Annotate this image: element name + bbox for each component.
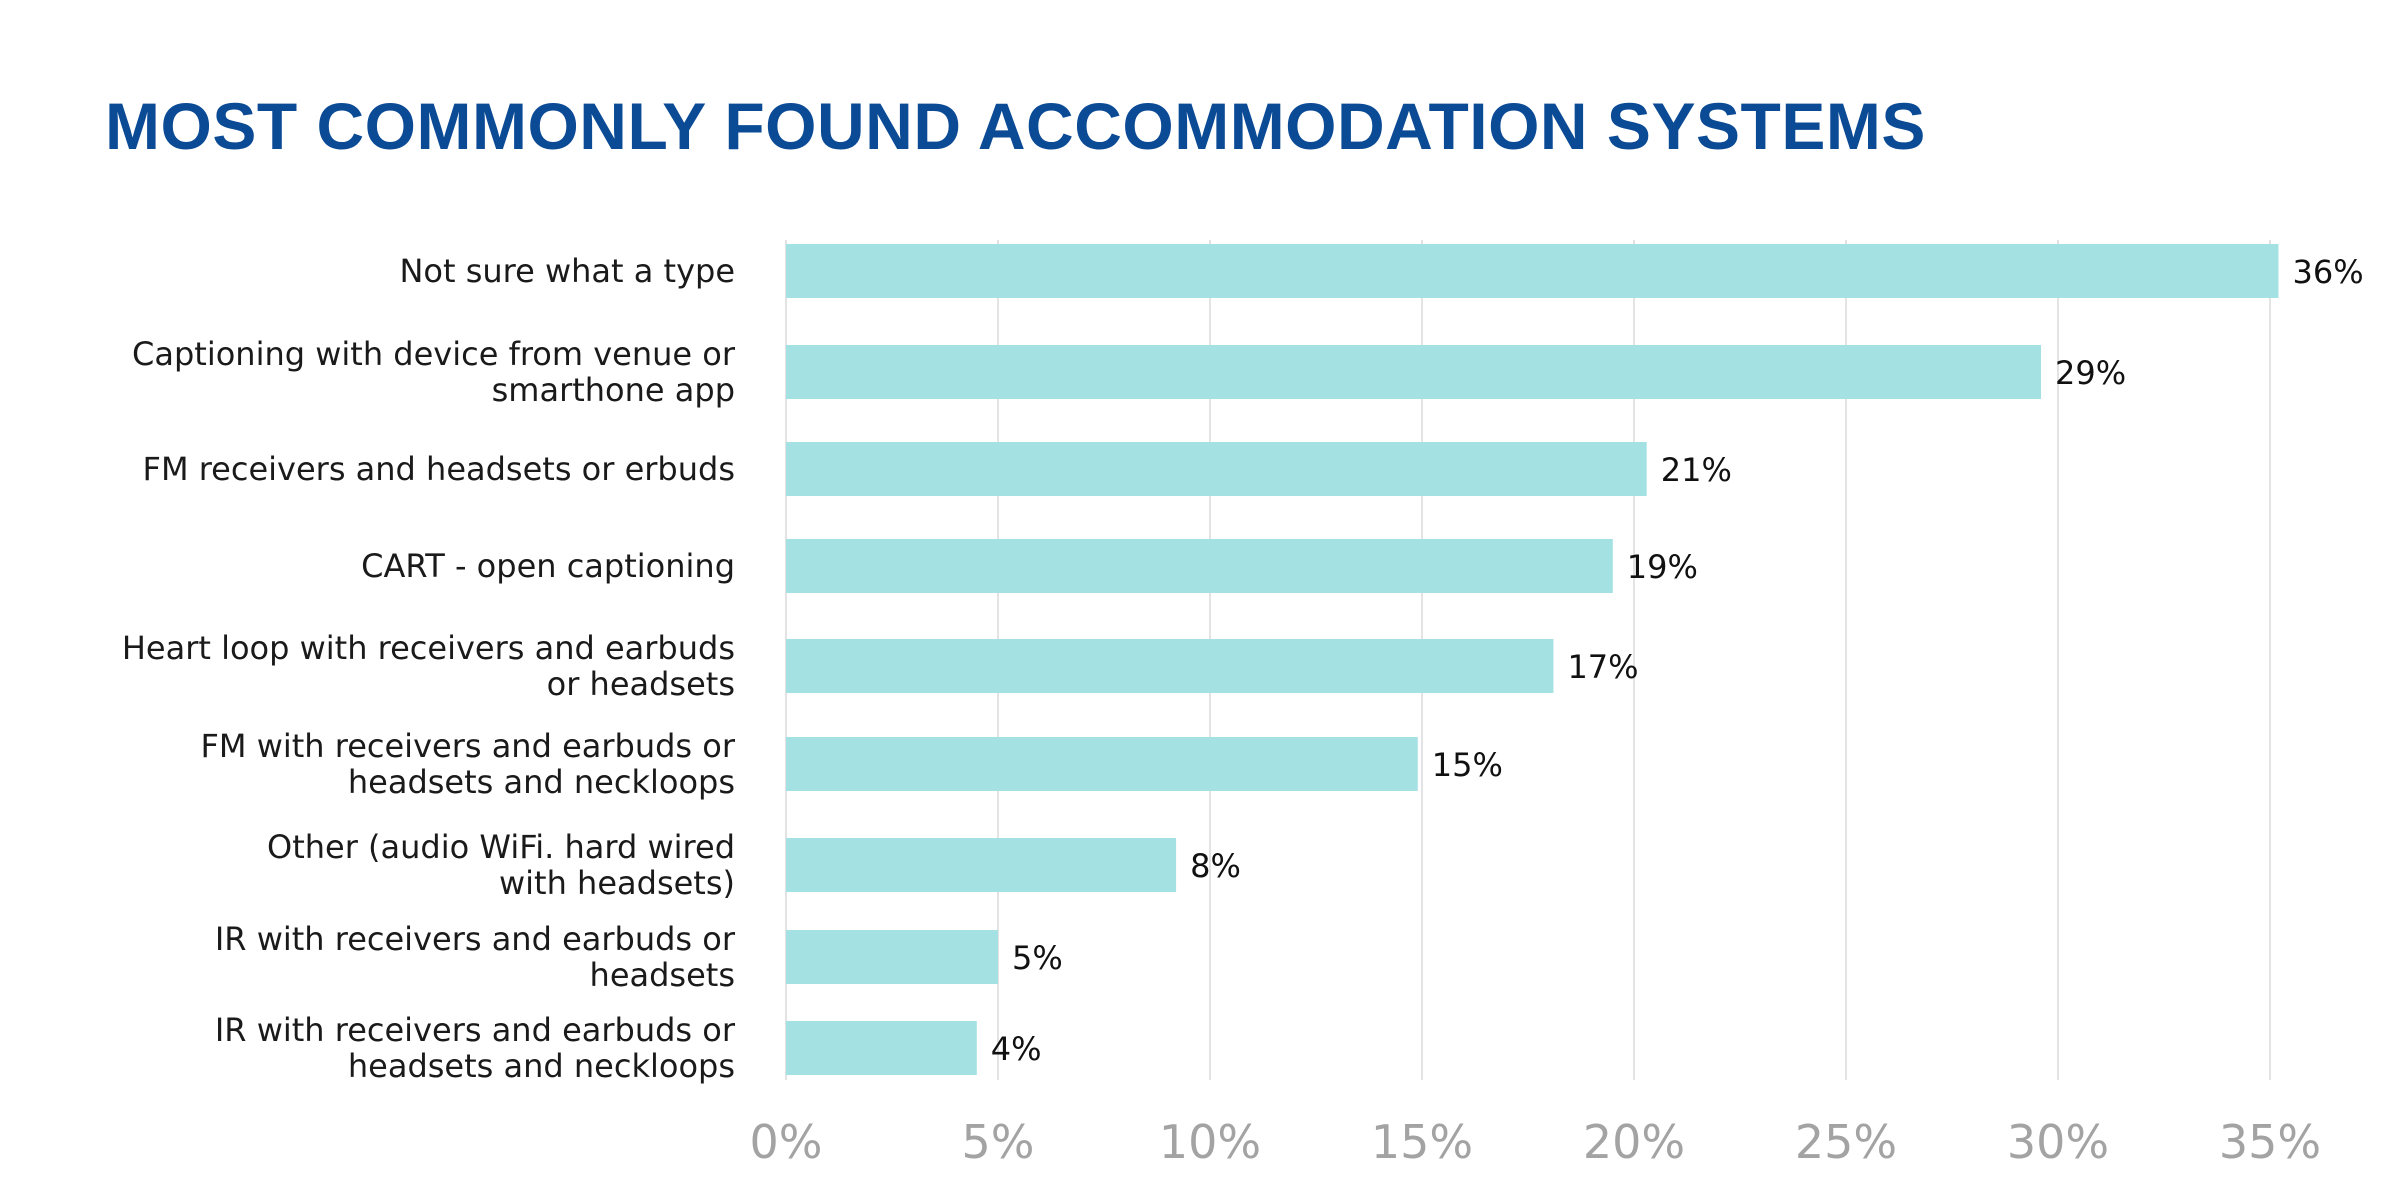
x-tick-label: 20% (1583, 1115, 1685, 1169)
x-axis-ticks: 0% 5% 10% 15% 20% 25% 30% 35% (750, 1115, 2322, 1169)
bar (786, 345, 2042, 399)
bar (786, 1021, 977, 1075)
bar (786, 539, 1613, 593)
bar (786, 442, 1647, 496)
bar (786, 244, 2279, 298)
x-tick-label: 15% (1371, 1115, 1473, 1169)
bar (786, 639, 1554, 693)
data-label: 36% (2292, 253, 2363, 291)
category-label: FM with receivers and earbuds or headsets… (201, 727, 736, 801)
x-tick-label: 10% (1159, 1115, 1261, 1169)
data-label: 21% (1661, 451, 1732, 489)
category-label: IR with receivers and earbuds or headsets… (215, 1011, 736, 1085)
category-label: Not sure what a type (399, 252, 735, 290)
data-label: 19% (1627, 548, 1698, 586)
data-label: 29% (2055, 354, 2126, 392)
x-tick-label: 0% (750, 1115, 823, 1169)
chart-title: MOST COMMONLY FOUND ACCOMMODATION SYSTEM… (105, 89, 1926, 163)
category-label: Heart loop with receivers and earbuds or … (122, 629, 735, 703)
x-tick-label: 25% (1795, 1115, 1897, 1169)
bar (786, 737, 1418, 791)
data-label: 8% (1190, 847, 1241, 885)
bar (786, 930, 998, 984)
bars (786, 244, 2279, 1075)
data-label: 5% (1012, 939, 1063, 977)
data-label: 4% (991, 1030, 1042, 1068)
value-labels: 36% 29% 21% 19% 17% 15% 8% 5% 4% (991, 253, 2364, 1068)
data-label: 17% (1567, 648, 1638, 686)
category-label: IR with receivers and earbuds or headsets (215, 920, 736, 994)
x-tick-label: 5% (962, 1115, 1035, 1169)
bar (786, 838, 1177, 892)
category-label: Other (audio WiFi. hard wired with headse… (267, 828, 735, 902)
category-label: FM receivers and headsets or erbuds (143, 450, 735, 488)
x-tick-label: 30% (2007, 1115, 2109, 1169)
category-label: Captioning with device from venue or smar… (132, 335, 736, 409)
category-label: CART - open captioning (361, 547, 735, 585)
x-tick-label: 35% (2219, 1115, 2321, 1169)
category-labels: Not sure what a type Captioning with devi… (122, 252, 736, 1085)
data-label: 15% (1432, 746, 1503, 784)
